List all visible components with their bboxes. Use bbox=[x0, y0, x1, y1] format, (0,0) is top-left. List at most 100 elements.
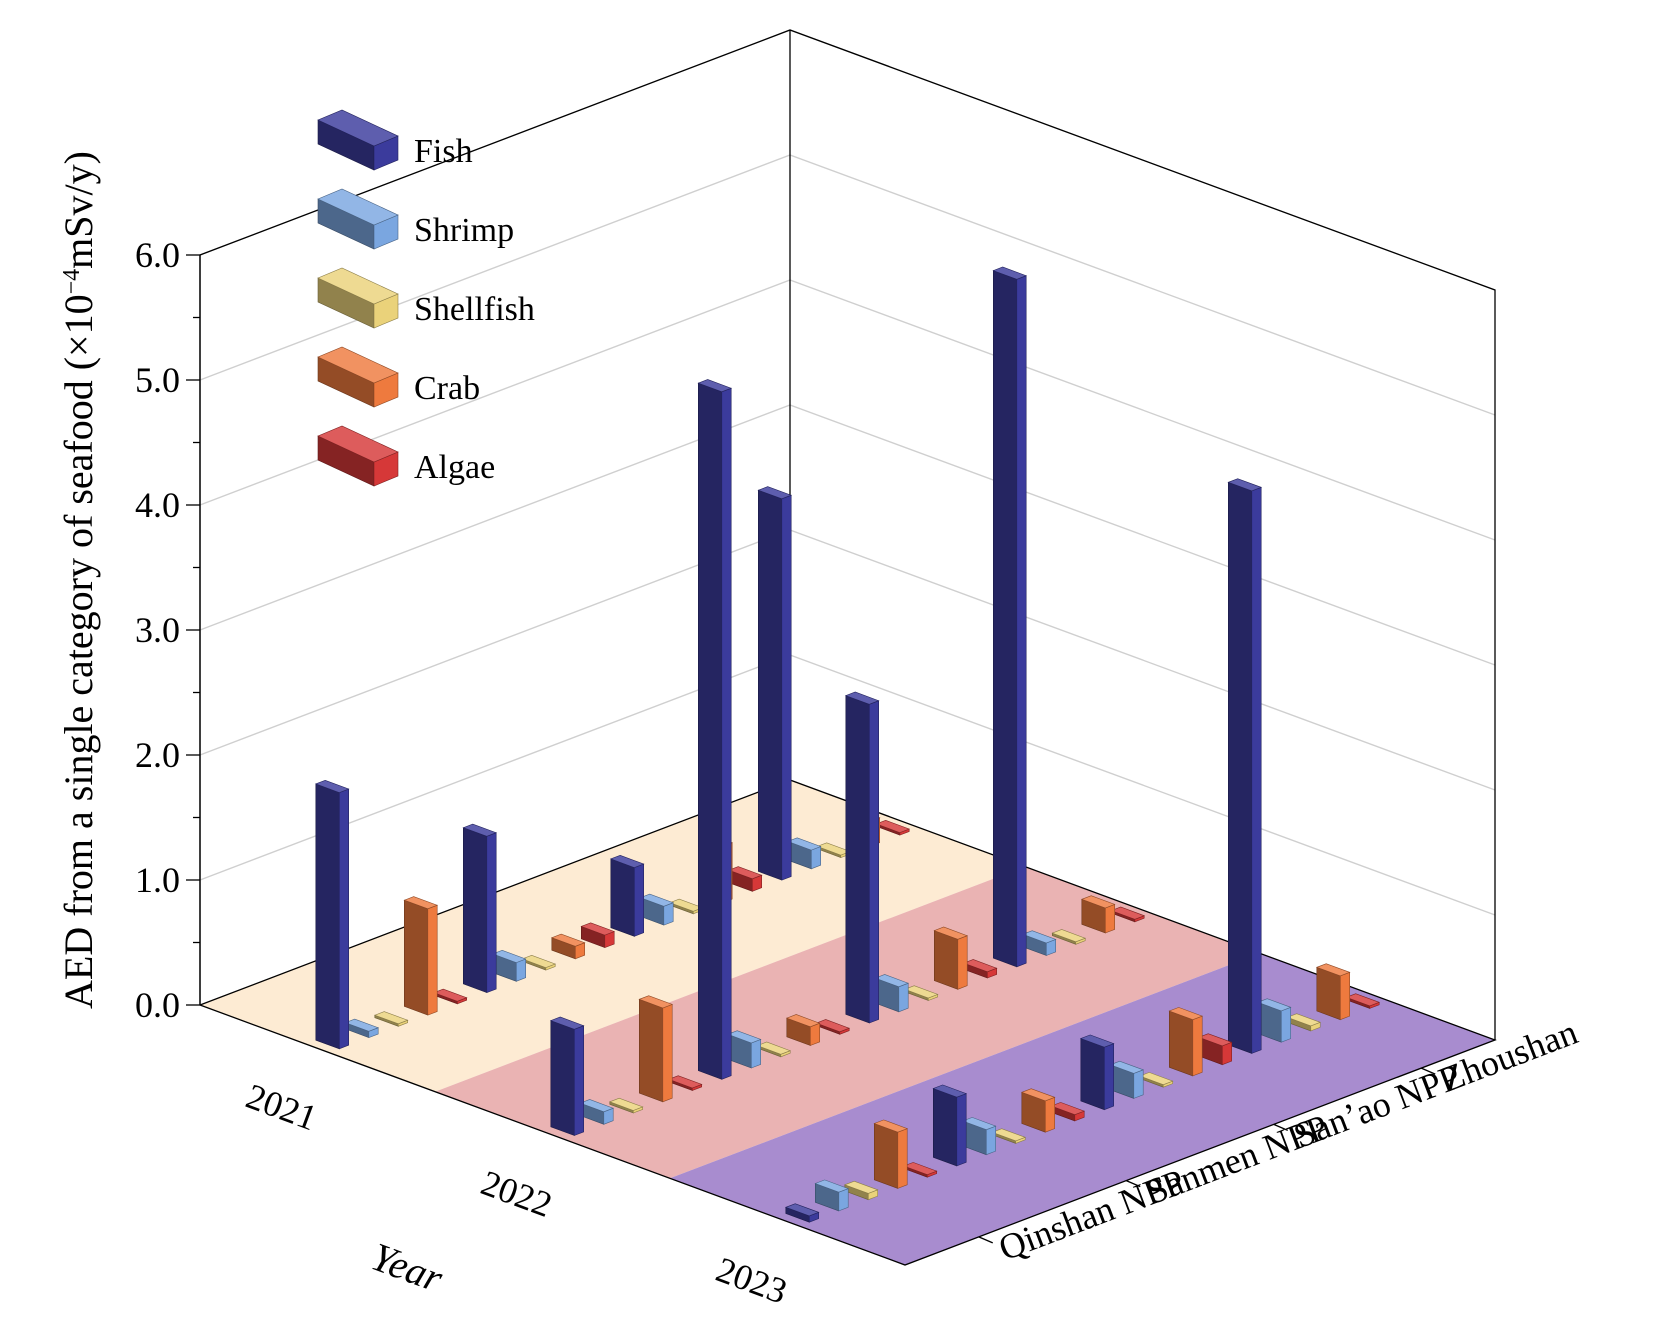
bar-side-face bbox=[1104, 1043, 1114, 1111]
z-tick-label: 4.0 bbox=[135, 485, 180, 525]
bar-top-face bbox=[521, 954, 557, 968]
bar-top-face bbox=[992, 266, 1028, 280]
bar-side-face bbox=[868, 700, 880, 1024]
bar-top-face bbox=[1345, 993, 1381, 1007]
bar-top-face bbox=[1315, 963, 1351, 977]
bar-algae-2021-san-ao-npp bbox=[727, 866, 763, 892]
legend: Fish Shrimp Shellfish Crab Algae bbox=[317, 109, 535, 487]
bar-algae-2021-qinshan-npp bbox=[432, 988, 468, 1005]
bar-front-face bbox=[1080, 1038, 1105, 1111]
bar-crab-2023-zhoushan bbox=[1315, 963, 1351, 1021]
legend-item-fish: Fish bbox=[317, 109, 473, 171]
bar-crab-2021-qinshan-npp bbox=[403, 896, 439, 1016]
bar-front-face bbox=[933, 930, 959, 990]
legend-label: Shrimp bbox=[414, 212, 514, 249]
bar-top-face bbox=[1079, 1034, 1115, 1048]
bar-top-face bbox=[1227, 478, 1263, 492]
bar-algae-2021-sanmen-npp bbox=[580, 922, 616, 949]
bar-shellfish-2023-sanmen-npp bbox=[991, 1128, 1027, 1144]
bar-fish-2022-zhoushan bbox=[992, 266, 1028, 968]
bar-front-face bbox=[462, 827, 488, 994]
bar-shrimp-2023-sanmen-npp bbox=[961, 1117, 997, 1156]
bar-side-face bbox=[1045, 1096, 1055, 1133]
bar-shrimp-2023-san-ao-npp bbox=[1109, 1060, 1145, 1099]
bar-top-face bbox=[373, 1011, 409, 1025]
bar-crab-2023-sanmen-npp bbox=[1020, 1088, 1056, 1133]
bar-crab-2022-zhoushan bbox=[1080, 895, 1116, 934]
bar-side-face bbox=[338, 788, 350, 1050]
bar-top-face bbox=[608, 1097, 644, 1111]
bar-top-face bbox=[609, 854, 645, 868]
bar-top-face bbox=[726, 1030, 762, 1044]
gridline-3 bbox=[199, 404, 1496, 666]
z-tick-label: 2.0 bbox=[135, 735, 180, 775]
bar-shrimp-2022-qinshan-npp bbox=[579, 1099, 615, 1125]
bar-top-face bbox=[314, 779, 350, 793]
legend-label: Fish bbox=[414, 133, 473, 170]
bar-top-face bbox=[1138, 1072, 1174, 1086]
bar-side-face bbox=[957, 935, 968, 990]
bar-fish-2022-san-ao-npp bbox=[844, 691, 880, 1024]
bar-top-face bbox=[814, 1179, 850, 1193]
bar-fish-2023-san-ao-npp bbox=[1079, 1034, 1115, 1111]
bars bbox=[314, 266, 1381, 1223]
bar-top-face bbox=[1109, 1060, 1145, 1074]
bar-front-face bbox=[1169, 1010, 1194, 1077]
bar-fish-2023-zhoushan bbox=[1227, 478, 1263, 1054]
bar-top-face bbox=[403, 896, 439, 910]
bar-front-face bbox=[873, 1123, 899, 1189]
year-axis-label: Year bbox=[366, 1234, 449, 1301]
bar-top-face bbox=[580, 922, 616, 936]
bar-crab-2023-san-ao-npp bbox=[1168, 1007, 1204, 1077]
bar-front-face bbox=[845, 695, 870, 1024]
bar-shellfish-2021-qinshan-npp bbox=[373, 1011, 409, 1027]
bar-top-face bbox=[903, 985, 939, 999]
bar-top-face bbox=[1080, 895, 1116, 909]
bar-algae-2023-sanmen-npp bbox=[1050, 1102, 1086, 1122]
bar-top-face bbox=[874, 974, 910, 988]
bar-crab-2023-qinshan-npp bbox=[873, 1119, 909, 1189]
bar-side-face bbox=[1281, 1006, 1291, 1043]
bar-top-face bbox=[667, 1075, 703, 1089]
year-tick-label-2022: 2022 bbox=[476, 1163, 557, 1225]
bar-top-face bbox=[1050, 1102, 1086, 1116]
bar-shellfish-2023-zhoushan bbox=[1286, 1013, 1322, 1032]
bar-shellfish-2022-qinshan-npp bbox=[608, 1097, 644, 1114]
bar-top-face bbox=[784, 1203, 820, 1217]
site-tick-label: Zhoushan bbox=[1436, 1012, 1583, 1100]
bar-side-face bbox=[1192, 1015, 1203, 1077]
bar-side-face bbox=[956, 1093, 967, 1167]
bar-side-face bbox=[633, 863, 645, 937]
bar-top-face bbox=[1021, 930, 1057, 944]
site-tick bbox=[1420, 1067, 1436, 1075]
bar-top-face bbox=[1286, 1013, 1322, 1027]
bar-fish-2021-zhoushan bbox=[757, 486, 793, 881]
year-tick-label-2023: 2023 bbox=[711, 1249, 792, 1311]
bar-side-face bbox=[985, 1125, 997, 1156]
bar-top-face bbox=[815, 1019, 851, 1033]
legend-label: Crab bbox=[414, 370, 480, 407]
bar-top-face bbox=[757, 486, 793, 500]
bar-algae-2023-qinshan-npp bbox=[902, 1162, 938, 1178]
z-tick-label: 3.0 bbox=[135, 610, 180, 650]
legend-swatch-top bbox=[317, 425, 399, 463]
bar-shellfish-2022-zhoushan bbox=[1051, 929, 1087, 945]
bar-side-face bbox=[427, 904, 438, 1016]
bar-shrimp-2021-san-ao-npp bbox=[639, 893, 675, 926]
bar-front-face bbox=[757, 489, 783, 881]
bar-front-face bbox=[610, 858, 635, 937]
bar-top-face bbox=[1256, 998, 1292, 1012]
bar-side-face bbox=[1016, 275, 1027, 968]
bar-shrimp-2023-zhoushan bbox=[1256, 998, 1292, 1043]
bar-shrimp-2023-qinshan-npp bbox=[814, 1179, 850, 1212]
legend-swatch-top bbox=[317, 109, 399, 147]
bar-top-face bbox=[1197, 1033, 1233, 1047]
legend-item-shrimp: Shrimp bbox=[317, 188, 514, 250]
legend-label: Shellfish bbox=[414, 291, 535, 328]
site-tick bbox=[1125, 1180, 1141, 1188]
bar-side-face bbox=[897, 1128, 908, 1189]
bar-front-face bbox=[992, 270, 1018, 968]
legend-item-shellfish: Shellfish bbox=[317, 267, 535, 329]
bar-side-face bbox=[1133, 1069, 1144, 1099]
